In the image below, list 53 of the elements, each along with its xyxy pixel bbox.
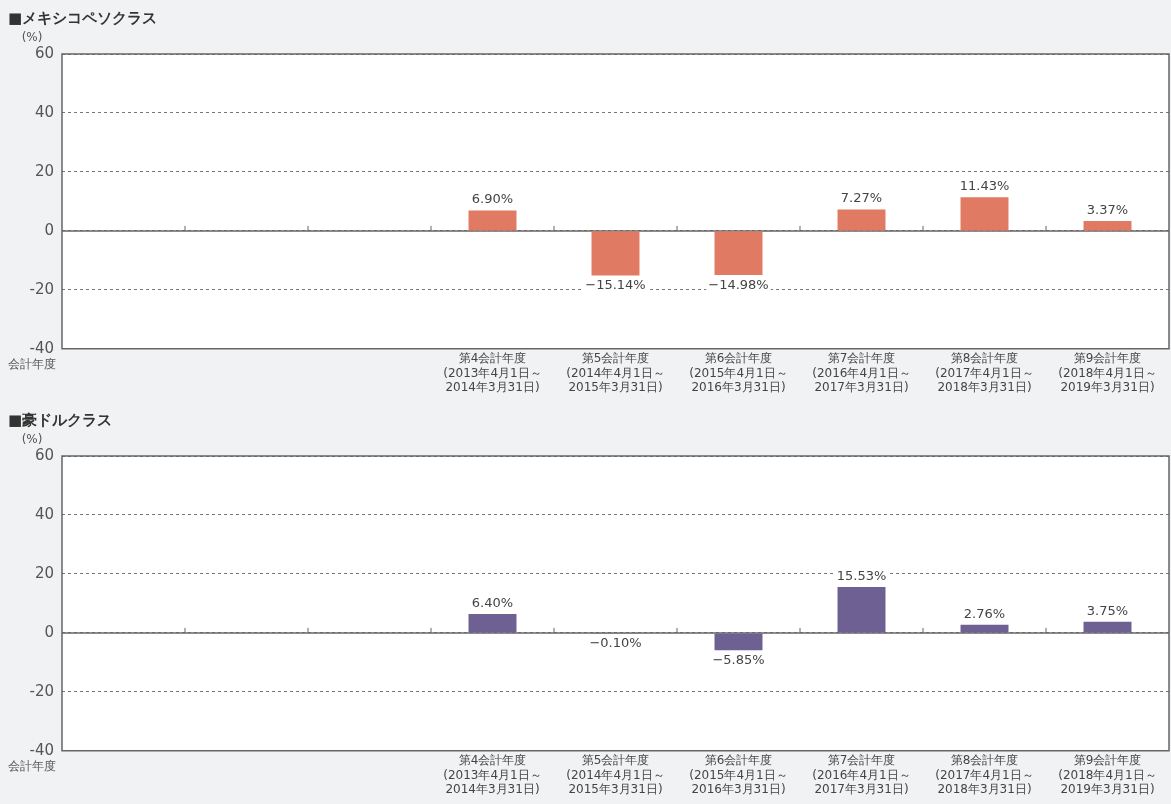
x-tick-label: 第6会計年度 (2015年4月1日～ 2016年3月31日): [689, 351, 788, 394]
bar: [960, 197, 1009, 231]
data-label: −0.10%: [589, 635, 642, 651]
bar: [1083, 220, 1132, 231]
x-tick-label: 第5会計年度 (2014年4月1日～ 2015年3月31日): [566, 753, 665, 796]
x-tick-label: 第9会計年度 (2018年4月1日～ 2019年3月31日): [1058, 351, 1157, 394]
x-tick-label: 第9会計年度 (2018年4月1日～ 2019年3月31日): [1058, 753, 1157, 796]
data-label: 7.27%: [840, 190, 883, 206]
y-tick-label: 20: [34, 161, 54, 180]
bar: [468, 614, 517, 633]
y-tick-label: 20: [34, 563, 54, 582]
bar: [960, 624, 1009, 633]
data-label: −14.98%: [708, 276, 769, 292]
y-axis-title: (%): [21, 432, 43, 447]
x-tick-label: 第8会計年度 (2017年4月1日～ 2018年3月31日): [935, 351, 1034, 394]
y-tick-label: 0: [44, 220, 54, 239]
data-label: 3.37%: [1086, 201, 1129, 217]
y-tick-label: 40: [34, 102, 54, 121]
data-label: 15.53%: [836, 567, 887, 583]
bar: [714, 633, 763, 651]
bar: [714, 231, 763, 276]
x-axis-title: 会計年度: [8, 356, 56, 371]
bar: [468, 210, 517, 231]
x-tick-label: 第8会計年度 (2017年4月1日～ 2018年3月31日): [935, 753, 1034, 796]
x-tick-label: 第4会計年度 (2013年4月1日～ 2014年3月31日): [443, 753, 542, 796]
data-label: 6.40%: [471, 594, 514, 610]
y-tick-label: -20: [29, 681, 54, 700]
y-tick-label: 60: [34, 43, 54, 62]
chart-title: ■メキシコペソクラス: [8, 8, 158, 27]
y-tick-label: -40: [29, 338, 54, 357]
data-label: 11.43%: [959, 178, 1010, 194]
y-tick-label: 60: [34, 445, 54, 464]
data-label: 3.75%: [1086, 602, 1129, 618]
y-axis-title: (%): [21, 30, 43, 45]
data-label: −5.85%: [712, 652, 765, 667]
bar: [837, 209, 886, 231]
y-tick-label: -20: [29, 279, 54, 298]
x-tick-label: 第6会計年度 (2015年4月1日～ 2016年3月31日): [689, 753, 788, 796]
data-label: 6.90%: [471, 191, 514, 207]
x-tick-label: 第7会計年度 (2016年4月1日～ 2017年3月31日): [812, 753, 911, 796]
x-tick-label: 第7会計年度 (2016年4月1日～ 2017年3月31日): [812, 351, 911, 394]
bar: [591, 231, 640, 276]
y-tick-label: 40: [34, 504, 54, 523]
data-label: 2.76%: [963, 605, 1006, 621]
x-axis-title: 会計年度: [8, 758, 56, 773]
y-tick-label: -40: [29, 740, 54, 759]
x-tick-label: 第5会計年度 (2014年4月1日～ 2015年3月31日): [566, 351, 665, 394]
chart-title: ■豪ドルクラス: [8, 410, 113, 429]
data-label: −15.14%: [585, 277, 646, 293]
x-tick-label: 第4会計年度 (2013年4月1日～ 2014年3月31日): [443, 351, 542, 394]
y-tick-label: 0: [44, 622, 54, 641]
bar: [1083, 621, 1132, 633]
bar: [837, 587, 886, 633]
